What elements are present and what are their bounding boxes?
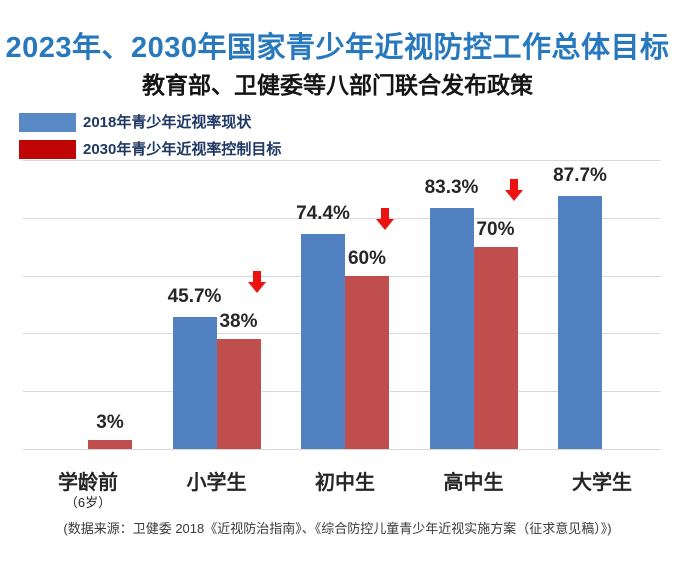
category-label-1: 学龄前 — [58, 472, 118, 494]
bar-2030-cat2 — [216, 339, 261, 449]
legend-label-2030: 2030年青少年近视率控制目标 — [83, 141, 282, 158]
bar-2030-cat1 — [88, 440, 132, 449]
legend-swatch-blue-icon — [19, 113, 76, 132]
gridline-80pct — [23, 217, 661, 219]
bar-2018-cat2 — [172, 316, 217, 449]
value-label-2030-cat4: 70% — [476, 218, 515, 240]
bar-2018-cat4 — [429, 208, 474, 449]
decrease-arrow-cat4 — [504, 178, 523, 201]
value-label-2030-cat1: 3% — [96, 412, 124, 434]
category-label-2: 小学生 — [186, 472, 247, 494]
gridline-100pct — [23, 160, 661, 161]
bar-chart-plot-area: 3% 学龄前 （6岁） 45.7% 38% 小学生 74.4% 60% 初中生 83.3% 70% 高… — [0, 160, 675, 510]
legend-item-2018: 2018年青少年近视率现状 — [19, 113, 281, 132]
bar-2018-cat5 — [558, 195, 602, 449]
page-title: 2023年、2030年国家青少年近视防控工作总体目标 — [5, 32, 670, 64]
category-label-3: 初中生 — [315, 472, 375, 494]
value-label-2030-cat3: 60% — [347, 247, 387, 269]
value-label-2018-cat3: 74.4% — [296, 202, 350, 224]
decrease-arrow-stem — [252, 271, 261, 283]
decrease-arrow-cat3 — [376, 207, 394, 230]
value-label-2018-cat5: 87.7% — [553, 164, 607, 186]
legend-swatch-red-icon — [19, 140, 76, 159]
legend-label-2018: 2018年青少年近视率现状 — [83, 114, 252, 131]
category-label-4: 高中生 — [443, 472, 504, 494]
legend-item-2030: 2030年青少年近视率控制目标 — [19, 140, 281, 159]
category-label-5: 大学生 — [572, 472, 632, 494]
gridline-0pct — [23, 449, 661, 450]
decrease-arrow-cat2 — [247, 271, 266, 294]
value-label-2018-cat2: 45.7% — [167, 285, 222, 307]
decrease-arrow-head — [504, 189, 523, 201]
bar-2018-cat3 — [301, 233, 345, 449]
category-sublabel-1: （6岁） — [64, 495, 112, 510]
decrease-arrow-stem — [509, 178, 518, 190]
decrease-arrow-head — [376, 218, 394, 230]
decrease-arrow-head — [247, 282, 266, 294]
chart-legend: 2018年青少年近视率现状 2030年青少年近视率控制目标 — [19, 113, 281, 167]
bar-2030-cat3 — [345, 275, 389, 449]
bar-2030-cat4 — [473, 246, 518, 449]
page-subtitle: 教育部、卫健委等八部门联合发布政策 — [142, 72, 533, 98]
value-label-2030-cat2: 38% — [219, 311, 258, 333]
decrease-arrow-stem — [381, 207, 389, 219]
data-source-note: (数据来源：卫健委 2018《近视防治指南》、《综合防控儿童青少年近视实施方案（… — [63, 521, 612, 536]
value-label-2018-cat4: 83.3% — [424, 177, 479, 199]
